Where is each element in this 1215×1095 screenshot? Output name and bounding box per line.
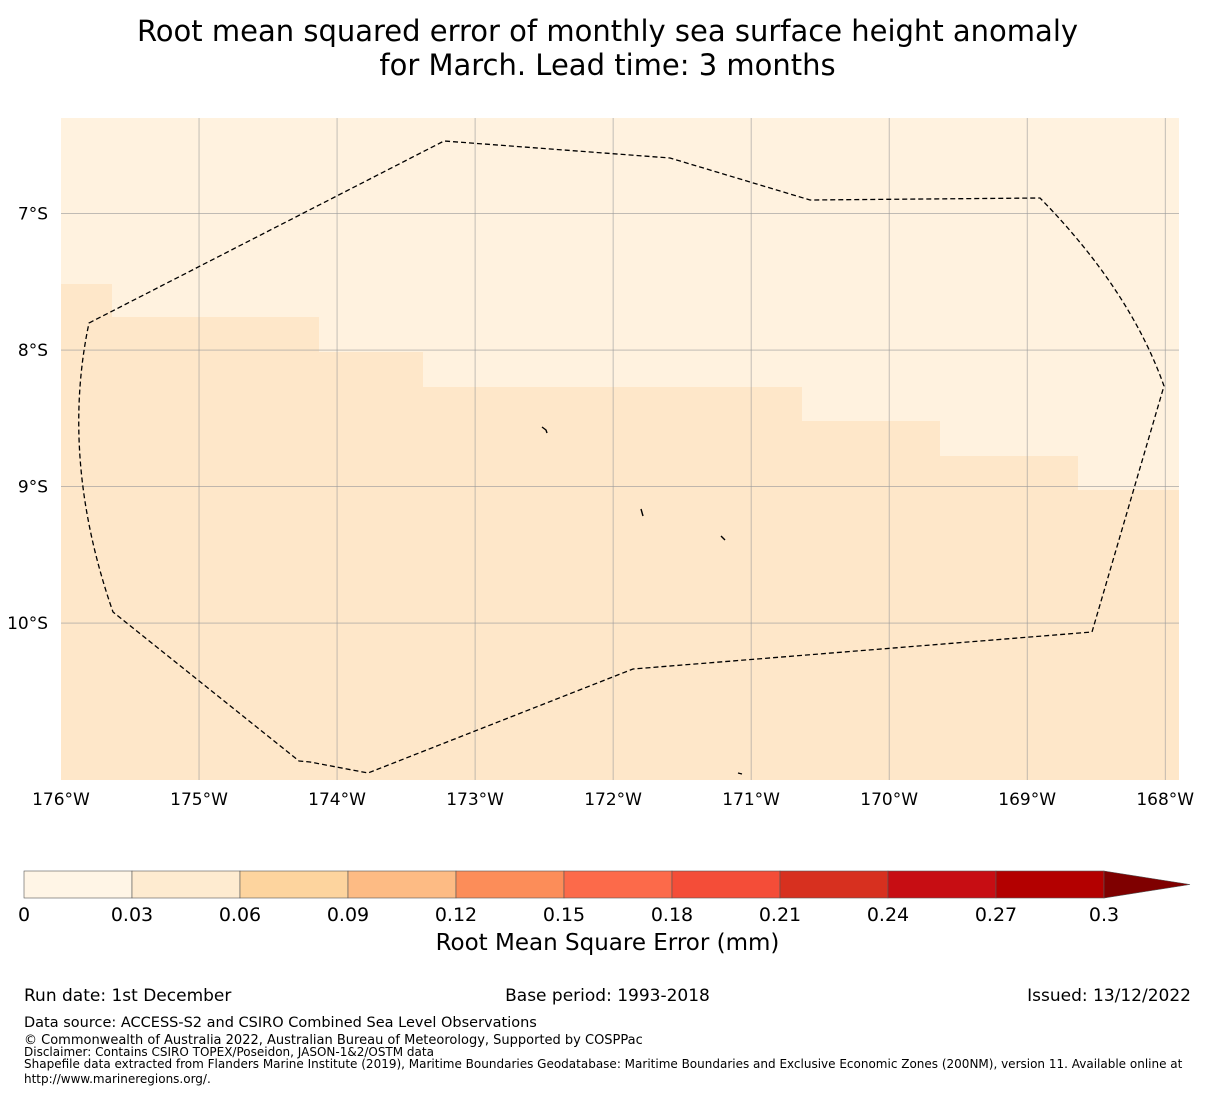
map-title: Root mean squared error of monthly sea s… — [0, 14, 1215, 82]
base-period: Base period: 1993-2018 — [505, 986, 710, 1006]
colorbar-tick-label: 0.3 — [1089, 904, 1119, 926]
colorbar-tick-label: 0.27 — [975, 904, 1017, 926]
lon-tick-label: 169°W — [998, 790, 1056, 810]
run-date: Run date: 1st December — [24, 986, 232, 1006]
colorbar-tick-label: 0.15 — [543, 904, 585, 926]
lon-tick-label: 171°W — [722, 790, 780, 810]
longitude-labels: 176°W 175°W 174°W 173°W 172°W 171°W 170°W 169°W… — [32, 790, 1194, 810]
lat-tick-label: 8°S — [18, 341, 48, 361]
colorbar-segment — [563, 870, 673, 899]
colorbar-tick-label: 0.21 — [759, 904, 801, 926]
colorbar-segment — [995, 870, 1105, 899]
data-source: Data source: ACCESS-S2 and CSIRO Combine… — [24, 1015, 537, 1031]
island-4 — [737, 772, 743, 775]
issued-date: Issued: 13/12/2022 — [1027, 986, 1191, 1006]
lat-tick-label: 10°S — [7, 614, 48, 634]
colorbar-segment — [887, 870, 997, 899]
disclaimer: Disclaimer: Contains CSIRO TOPEX/Poseido… — [24, 1045, 434, 1059]
colorbar-extend-arrow — [1103, 870, 1191, 899]
colorbar — [23, 870, 1191, 899]
lon-tick-label: 176°W — [32, 790, 90, 810]
copyright: © Commonwealth of Australia 2022, Austra… — [24, 1033, 643, 1048]
lon-tick-label: 172°W — [584, 790, 642, 810]
lon-tick-label: 173°W — [446, 790, 504, 810]
island-3 — [720, 535, 726, 541]
shapefile-credit-line-1: Shapefile data extracted from Flanders M… — [24, 1057, 1183, 1071]
map-panel — [61, 118, 1179, 780]
colorbar-segment — [671, 870, 781, 899]
colorbar-ticks: 0 0.03 0.06 0.09 0.12 0.15 0.18 0.21 0.24 0.27 0.3 — [18, 904, 1119, 926]
error-region-003-006 — [61, 284, 1179, 780]
lon-tick-label: 168°W — [1136, 790, 1194, 810]
title-line-2: for March. Lead time: 3 months — [379, 48, 836, 82]
island-1 — [541, 426, 548, 434]
colorbar-segment — [779, 870, 889, 899]
shapefile-credit-line-2: http://www.marineregions.org/. — [24, 1072, 211, 1086]
colorbar-tick-label: 0.06 — [219, 904, 261, 926]
colorbar-tick-label: 0.03 — [111, 904, 153, 926]
title-line-1: Root mean squared error of monthly sea s… — [136, 14, 1079, 48]
colorbar-segment — [347, 870, 457, 899]
colorbar-segment — [131, 870, 241, 899]
colorbar-tick-label: 0.24 — [867, 904, 909, 926]
colorbar-tick-label: 0 — [18, 904, 30, 926]
colorbar-segment — [239, 870, 349, 899]
lon-tick-label: 170°W — [860, 790, 918, 810]
colorbar-segment — [455, 870, 565, 899]
graticule — [61, 118, 1179, 780]
colorbar-tick-label: 0.18 — [651, 904, 693, 926]
lon-tick-label: 174°W — [308, 790, 366, 810]
colorbar-label: Root Mean Square Error (mm) — [435, 930, 780, 956]
latitude-labels: 7°S 8°S 9°S 10°S — [7, 205, 48, 634]
colorbar-tick-label: 0.09 — [327, 904, 369, 926]
lat-tick-label: 7°S — [18, 205, 48, 225]
island-2 — [640, 508, 644, 517]
colorbar-segment — [23, 870, 133, 899]
lat-tick-label: 9°S — [18, 478, 48, 498]
eez-boundary — [78, 140, 1165, 774]
colorbar-tick-label: 0.12 — [435, 904, 477, 926]
lon-tick-label: 175°W — [170, 790, 228, 810]
